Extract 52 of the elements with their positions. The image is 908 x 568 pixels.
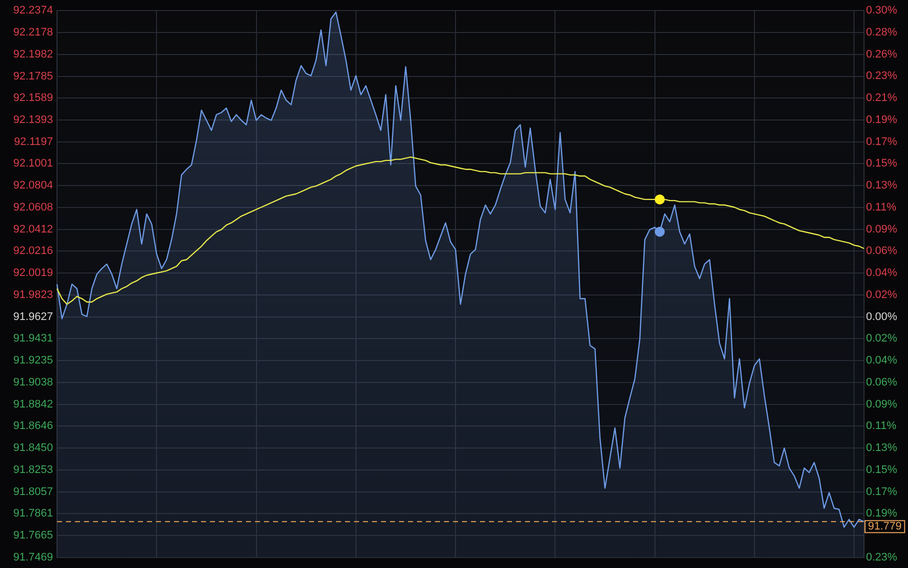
y2-tick-label: 0.13% xyxy=(866,180,898,192)
y-tick-label: 92.0412 xyxy=(13,223,53,236)
y2-tick-label: 0.11% xyxy=(866,420,897,432)
y2-tick-label: 0.19% xyxy=(866,114,898,126)
y-tick-label: 92.0019 xyxy=(13,267,53,280)
y-tick-label: 92.2374 xyxy=(13,4,53,17)
y2-tick-label: 0.26% xyxy=(866,48,898,60)
y-tick-label: 92.1393 xyxy=(13,114,53,126)
y-tick-label: 91.9823 xyxy=(13,289,53,302)
y2-tick-label: 0.09% xyxy=(866,223,898,236)
y-tick-label: 91.8450 xyxy=(13,442,53,454)
y-tick-label: 92.1001 xyxy=(13,158,53,170)
y2-tick-label: 0.15% xyxy=(866,464,898,476)
y2-tick-label: 0.17% xyxy=(866,486,898,498)
y2-tick-label: 0.11% xyxy=(866,201,897,214)
y-tick-label: 91.8842 xyxy=(13,398,53,410)
y-tick-label: 91.9627 xyxy=(13,310,53,323)
y2-tick-label: 0.13% xyxy=(866,442,898,454)
y2-tick-label: 0.02% xyxy=(866,332,898,345)
y-tick-label: 92.0216 xyxy=(13,245,53,258)
y2-tick-label: 0.23% xyxy=(866,70,898,82)
y-tick-label: 92.0608 xyxy=(13,202,53,214)
y-tick-label: 92.1785 xyxy=(13,70,53,82)
y-tick-label: 92.2178 xyxy=(13,26,53,38)
y2-tick-label: 0.17% xyxy=(866,136,898,148)
y-tick-label: 91.7861 xyxy=(13,508,53,520)
y-tick-label: 91.8646 xyxy=(13,420,53,432)
y-tick-label: 91.9038 xyxy=(13,376,53,389)
y-tick-label: 91.7469 xyxy=(13,551,53,564)
y2-tick-label: 0.15% xyxy=(866,158,898,170)
ref-line-label: 91.779 xyxy=(868,520,902,533)
y-tick-label: 91.7665 xyxy=(13,530,53,542)
y-tick-label: 92.1982 xyxy=(13,48,53,60)
y-tick-label: 92.1589 xyxy=(13,92,53,104)
y-tick-label: 91.9235 xyxy=(13,354,53,367)
y-tick-label: 92.0804 xyxy=(13,180,53,192)
y2-tick-label: 0.06% xyxy=(866,245,898,258)
y2-tick-label: 0.21% xyxy=(866,92,898,104)
y2-tick-label: 0.00% xyxy=(866,310,898,323)
y-tick-label: 91.9431 xyxy=(13,332,53,345)
y2-tick-label: 0.06% xyxy=(866,376,898,388)
y-tick-label: 91.8057 xyxy=(13,486,53,498)
y2-tick-label: 0.30% xyxy=(866,4,898,17)
y2-tick-label: 0.04% xyxy=(866,354,898,367)
y2-tick-label: 0.19% xyxy=(866,508,898,520)
y2-tick-label: 0.02% xyxy=(866,289,898,301)
y2-tick-label: 0.09% xyxy=(866,398,898,410)
y2-tick-label: 0.04% xyxy=(866,267,898,280)
y-tick-label: 92.1197 xyxy=(14,136,53,148)
y2-tick-label: 0.23% xyxy=(866,551,898,564)
y2-tick-label: 0.28% xyxy=(866,26,898,38)
y-tick-label: 91.8253 xyxy=(13,464,53,476)
